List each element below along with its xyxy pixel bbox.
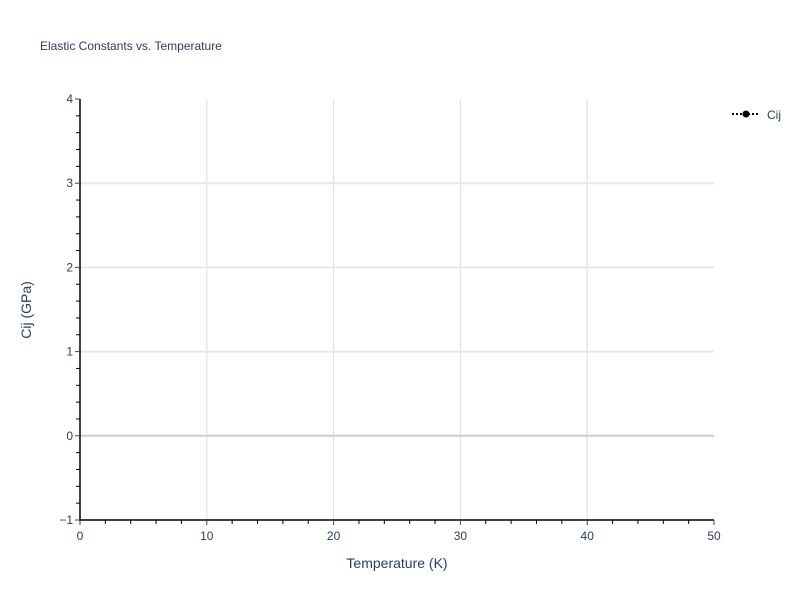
x-axis-label: Temperature (K) bbox=[346, 555, 447, 571]
y-tick-label: 3 bbox=[66, 176, 73, 190]
legend-label: Cij bbox=[767, 108, 781, 122]
chart-title: Elastic Constants vs. Temperature bbox=[40, 39, 222, 53]
x-tick-label: 10 bbox=[200, 529, 214, 543]
y-tick-label: 1 bbox=[66, 345, 73, 359]
x-tick-label: 40 bbox=[581, 529, 595, 543]
x-tick-label: 0 bbox=[77, 529, 84, 543]
legend-marker-icon bbox=[742, 110, 750, 118]
y-tick-label: 2 bbox=[66, 260, 73, 274]
y-axis-label: Cij (GPa) bbox=[18, 281, 34, 339]
legend[interactable]: Cij bbox=[732, 108, 781, 122]
x-tick-label: 50 bbox=[707, 529, 721, 543]
y-tick-label: 4 bbox=[66, 92, 73, 106]
x-tick-label: 30 bbox=[454, 529, 468, 543]
y-tick-label: 0 bbox=[66, 429, 73, 443]
x-tick-label: 20 bbox=[327, 529, 341, 543]
y-tick-label: −1 bbox=[59, 513, 73, 527]
